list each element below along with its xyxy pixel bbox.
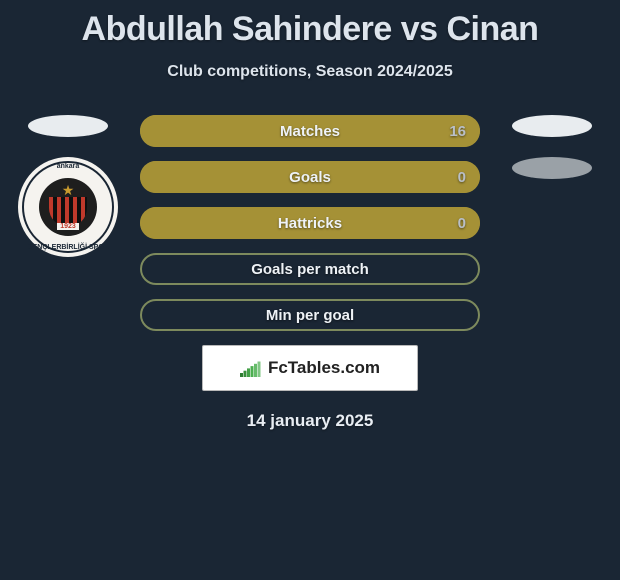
badge-year: 1923: [57, 223, 79, 230]
snapshot-date: 14 january 2025: [0, 411, 620, 431]
stat-row: Min per goal: [140, 299, 480, 331]
stat-value-right: 16: [449, 115, 466, 147]
stat-label: Goals per match: [140, 253, 480, 285]
stat-bars: Matches16Goals0Hattricks0Goals per match…: [140, 115, 480, 331]
stat-label: Matches: [140, 115, 480, 147]
page-subtitle: Club competitions, Season 2024/2025: [0, 63, 620, 81]
stat-label: Hattricks: [140, 207, 480, 239]
stat-row: Goals0: [140, 161, 480, 193]
badge-inner: ★ 1923: [39, 178, 97, 236]
stat-label: Goals: [140, 161, 480, 193]
stat-value-right: 0: [458, 207, 466, 239]
stat-row: Matches16: [140, 115, 480, 147]
left-placeholder-ellipse: [28, 115, 108, 137]
star-icon: ★: [62, 182, 75, 199]
comparison-chart: ankara ★ 1923 GENÇLERBİRLİĞİ SPOR Matche…: [0, 115, 620, 331]
badge-top-text: ankara: [18, 163, 118, 170]
club-badge-left: ankara ★ 1923 GENÇLERBİRLİĞİ SPOR: [18, 157, 118, 257]
badge-bottom-text: GENÇLERBİRLİĞİ SPOR: [18, 244, 118, 251]
page-title: Abdullah Sahindere vs Cinan: [0, 0, 620, 49]
stat-value-right: 0: [458, 161, 466, 193]
right-placeholder-ellipse-2: [512, 157, 592, 179]
bars-icon: [240, 359, 262, 377]
right-placeholder-ellipse-1: [512, 115, 592, 137]
stat-row: Goals per match: [140, 253, 480, 285]
right-player-column: [502, 115, 602, 199]
left-player-column: ankara ★ 1923 GENÇLERBİRLİĞİ SPOR: [18, 115, 118, 257]
stat-row: Hattricks0: [140, 207, 480, 239]
fctables-logo-text: FcTables.com: [268, 358, 380, 378]
fctables-logo: FcTables.com: [202, 345, 418, 391]
stat-label: Min per goal: [140, 299, 480, 331]
